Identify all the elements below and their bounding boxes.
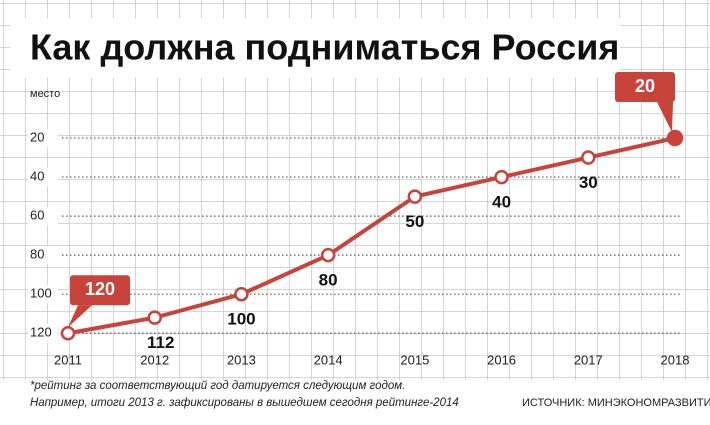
footnote: *рейтинг за соответствующий год датирует…: [30, 380, 405, 392]
y-tick-label: 40: [30, 169, 44, 184]
data-label: 30: [579, 173, 598, 192]
callout: [68, 305, 92, 328]
y-tick-label: 100: [30, 286, 52, 301]
x-tick-label: 2014: [314, 352, 343, 367]
x-tick-label: 2013: [227, 352, 256, 367]
data-label: 40: [492, 193, 511, 212]
tick-label-bg: [28, 285, 58, 304]
data-label: 50: [405, 212, 424, 231]
data-label: 120: [85, 279, 115, 299]
x-tick-label: 2015: [400, 352, 429, 367]
tick-label-bg: [28, 129, 58, 148]
tick-label-bg: [28, 324, 58, 343]
point: [147, 310, 162, 325]
point: [581, 150, 596, 165]
point: [407, 189, 423, 204]
callout: [657, 102, 673, 133]
x-tick-label: 2017: [574, 352, 603, 367]
tick-label-bg: [28, 246, 58, 265]
x-tick-label: 2016: [487, 352, 516, 367]
line: [67, 136, 676, 336]
y-axis-label: место: [30, 88, 60, 100]
tick-label-bg: [28, 207, 58, 226]
x-tick-label: 2011: [54, 352, 82, 367]
x-tick-label: 2018: [661, 352, 690, 367]
y-tick-label: 20: [30, 129, 44, 144]
y-tick-label: 120: [30, 325, 52, 340]
y-tick-label: 80: [30, 247, 44, 262]
data-label: 80: [319, 271, 338, 290]
title-bg: [10, 18, 620, 78]
data-label: 100: [227, 310, 255, 329]
callout: [70, 275, 130, 306]
callout: [615, 72, 675, 103]
data-label: 112: [147, 333, 174, 352]
x-tick-label: 2012: [140, 352, 169, 367]
point: [494, 169, 509, 185]
point: [60, 325, 76, 341]
point: [666, 129, 684, 147]
footnote: Например, итоги 2013 г. зафиксированы в …: [30, 397, 459, 409]
tick-label-bg: [28, 168, 58, 187]
y-tick-label: 60: [30, 208, 44, 223]
point: [234, 286, 249, 302]
data-label: 20: [635, 76, 655, 96]
point: [320, 247, 336, 263]
chart-title: Как должна подниматься Россия: [30, 27, 619, 68]
source: ИСТОЧНИК: МИНЭКОНОМРАЗВИТИЯ: [522, 397, 710, 409]
